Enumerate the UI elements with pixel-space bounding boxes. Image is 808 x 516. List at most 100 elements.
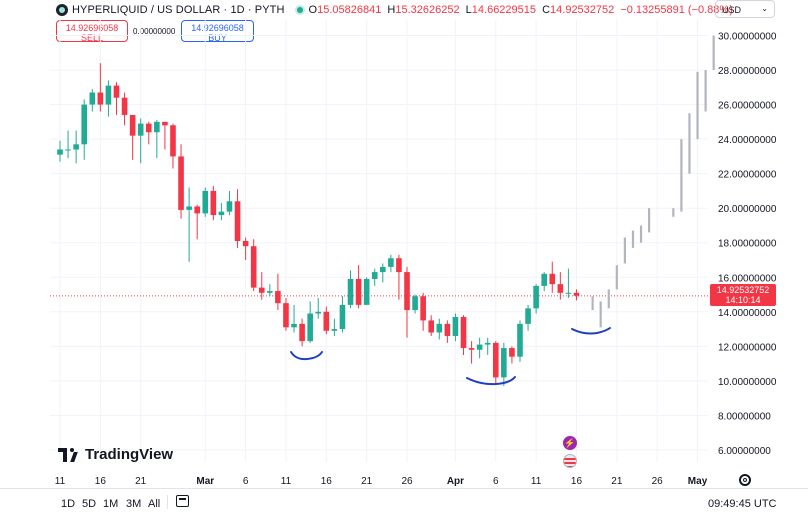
candles [57,63,580,387]
candle-body [339,304,346,330]
symbol-title[interactable]: HYPERLIQUID / US DOLLAR · 1D · PYTH [72,4,285,16]
annotations [290,327,611,386]
tradingview-wordmark: TradingView [85,446,174,463]
open-label: O [308,4,318,16]
candle-body [371,272,378,279]
candle-body [234,201,241,241]
candle-body [444,323,451,336]
candle-body [291,323,297,328]
hyperliquid-logo-icon [56,4,68,16]
market-open-indicator-icon [296,7,303,13]
candle-body [380,266,386,273]
high-value: 15.32626252 [395,4,460,16]
candle-body [452,316,459,336]
buy-button[interactable]: 14.92696058 BUY [181,20,254,43]
settings-gear-icon[interactable] [739,474,751,486]
candle-body [492,342,499,378]
candle-body [178,156,184,210]
x-tick-label: 11 [531,476,542,487]
y-tick-label: 18.00000000 [718,239,777,250]
x-tick-label: Apr [447,476,464,487]
x-tick-label: 26 [401,476,413,487]
x-tick-label: 6 [493,476,499,487]
candle-body [250,246,257,288]
candle-body [299,323,305,342]
x-tick-label: 16 [95,476,107,487]
x-tick-label: 11 [281,476,292,487]
timeframe-3m[interactable]: 3M [126,498,142,510]
candle-body [541,273,547,286]
x-tick-label: Mar [196,476,214,487]
candle-body [145,123,152,133]
candle-body [363,278,370,305]
y-tick-label: 16.00000000 [718,273,777,284]
candle-body [275,291,281,304]
y-tick-label: 30.00000000 [718,32,777,43]
annotation-curve-2 [466,376,516,386]
timeframe-1m[interactable]: 1M [103,498,119,510]
candle-body [436,323,443,333]
candle-body [154,121,160,133]
x-tick-label: 26 [652,476,664,487]
candle-body [113,85,120,98]
candle-body [468,348,475,350]
current-price-label: 14.92532752 [716,285,770,295]
candle-body [388,258,394,267]
x-tick-label: 16 [571,476,583,487]
close-value: 14.92532752 [550,4,615,16]
candle-body [549,273,556,285]
sell-button[interactable]: 14.92696058 SELL [56,20,128,43]
currency-select[interactable]: USD ⌄ [715,0,775,18]
lightning-event-icon[interactable]: ⚡ [563,436,577,450]
candle-body [525,308,531,324]
x-tick-label: 21 [361,476,373,487]
candle-body [267,291,273,293]
candle-body [65,149,71,151]
y-tick-label: 12.00000000 [718,342,777,353]
candle-body [476,344,483,350]
bottom-toolbar: 1D 5D 1M 3M All 09:49:45 UTC [0,488,808,516]
candle-body [210,190,217,216]
candle-body [283,303,289,328]
sell-label: SELL [80,33,104,43]
toolbar-divider [167,495,168,509]
candle-body [73,144,79,150]
candle-body [428,320,435,333]
candle-body [307,313,313,342]
timeframe-all[interactable]: All [148,498,161,510]
y-tick-label: 28.00000000 [718,66,777,77]
candle-body [565,292,572,294]
annotation-curve-3 [571,327,611,335]
calendar-icon[interactable] [176,495,189,507]
y-tick-label: 6.00000000 [718,446,771,457]
candle-body [170,125,176,157]
price-axis: 6.00000000 8.00000000 10.00000000 12.000000… [718,32,777,457]
candle-body [331,329,338,331]
timeframe-1d[interactable]: 1D [61,498,76,510]
timeframe-5d[interactable]: 5D [82,498,97,510]
candle-body [347,278,354,305]
candle-body [218,211,225,216]
utc-clock[interactable]: 09:49:45 UTC [708,498,777,510]
candle-body [226,201,233,212]
candle-body [105,85,112,105]
y-tick-label: 22.00000000 [718,170,777,181]
x-tick-label: 16 [321,476,333,487]
high-label: H [387,4,396,16]
x-tick-label: May [688,476,708,487]
us-flag-event-icon[interactable] [563,454,577,468]
candle-body [420,296,426,321]
candle-body [121,97,128,115]
y-tick-label: 8.00000000 [718,411,771,422]
price-chart[interactable]: 6.00000000 8.00000000 10.00000000 12.000000… [0,0,808,488]
candle-body [89,92,96,105]
candle-body [81,104,88,145]
x-tick-label: 6 [243,476,249,487]
candle-body [258,287,265,293]
x-tick-label: 21 [135,476,147,487]
candle-body [202,190,209,214]
y-tick-label: 14.00000000 [718,308,777,319]
candle-body [323,311,330,331]
buy-label: BUY [208,33,227,43]
tradingview-logo[interactable]: TradingView [58,446,173,463]
